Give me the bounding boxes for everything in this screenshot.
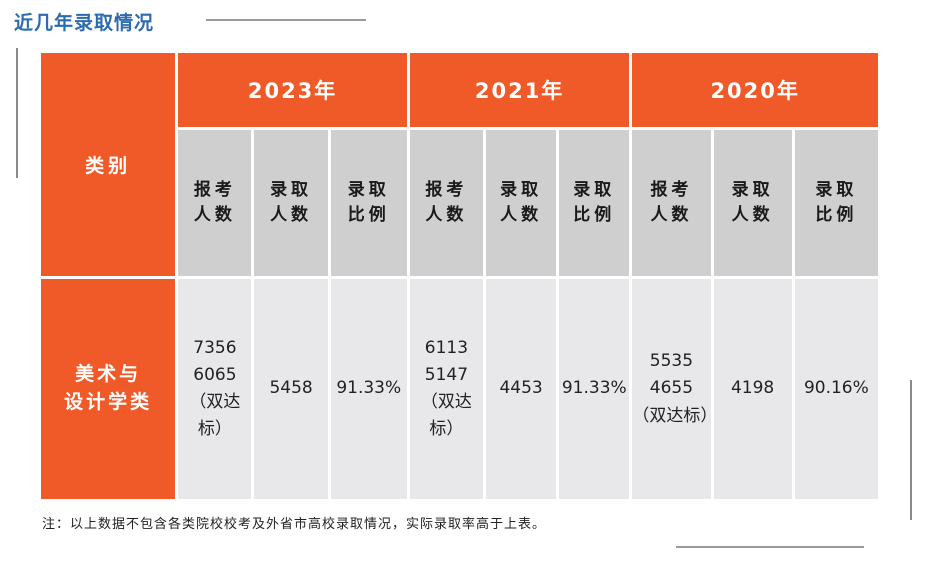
section-heading: 近几年录取情况: [14, 12, 155, 34]
applicants-2021: 6113 5147 （双达标）: [409, 279, 484, 499]
subheader-ratio-2021: 录取 比例: [559, 130, 630, 276]
subheader-ratio-2020: 录取 比例: [794, 130, 878, 276]
year-header-2021: 2021年: [409, 53, 630, 127]
decorative-bar-left: [16, 48, 18, 178]
subheader-admitted-2023: 录取 人数: [254, 130, 328, 276]
ratio-2021: 91.33%: [559, 279, 630, 499]
subheader-applicants-2021: 报考 人数: [409, 130, 484, 276]
decorative-bar-right: [910, 380, 912, 520]
admitted-2023: 5458: [254, 279, 328, 499]
subheader-ratio-2023: 录取 比例: [330, 130, 407, 276]
subheader-applicants-2023: 报考 人数: [178, 130, 252, 276]
admitted-2021: 4453: [486, 279, 557, 499]
subheader-applicants-2020: 报考 人数: [632, 130, 711, 276]
admitted-2020: 4198: [713, 279, 792, 499]
year-header-2020: 2020年: [632, 53, 878, 127]
applicants-2020: 5535 4655 （双达标）: [632, 279, 717, 499]
bottom-divider: [676, 546, 864, 548]
applicants-2023: 7356 6065 （双达标）: [178, 279, 252, 499]
footnote: 注：以上数据不包含各类院校校考及外省市高校录取情况，实际录取率高于上表。: [42, 517, 547, 532]
ratio-2020: 90.16%: [794, 279, 878, 499]
category-header: 类别: [41, 53, 176, 276]
subheader-admitted-2021: 录取 人数: [486, 130, 557, 276]
category-cell: 美术与 设计学类: [41, 279, 176, 499]
admission-table: 类别 2023年 2021年 2020年 报考 人数 录取 人数 录取 比例 报考 人数…: [38, 50, 881, 502]
year-header-2023: 2023年: [178, 53, 407, 127]
ratio-2023: 91.33%: [330, 279, 407, 499]
heading-divider: [206, 19, 366, 21]
subheader-admitted-2020: 录取 人数: [713, 130, 792, 276]
